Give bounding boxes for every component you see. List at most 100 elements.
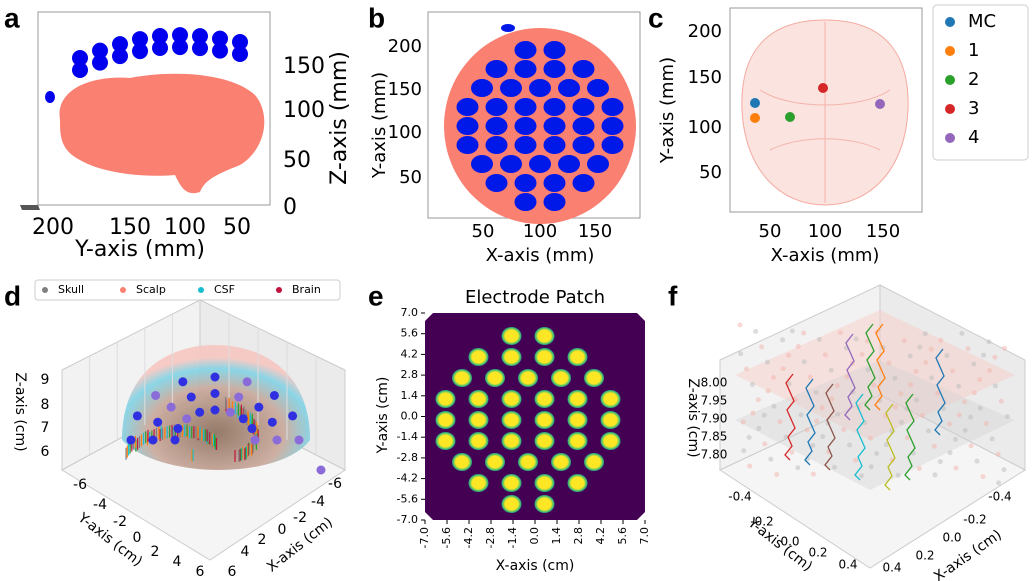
electrode: [72, 50, 88, 66]
electrode: [167, 403, 176, 412]
electrode: [452, 369, 472, 387]
electrode-dot: [785, 112, 795, 122]
background-point: [938, 459, 943, 464]
background-point: [744, 367, 749, 372]
z-tick-label: 6: [41, 444, 50, 460]
y-tick-label: 200: [688, 21, 722, 42]
background-point: [887, 360, 892, 365]
electrode: [544, 136, 566, 154]
electrode: [273, 436, 282, 445]
electrode: [551, 369, 571, 387]
background-point: [908, 382, 913, 387]
electrode: [587, 79, 609, 97]
background-point: [771, 375, 776, 380]
electrode: [502, 327, 522, 345]
background-point: [963, 428, 968, 433]
electrode: [551, 453, 571, 471]
background-point: [929, 375, 934, 380]
electrode: [239, 414, 248, 423]
background-point: [975, 459, 980, 464]
background-point: [947, 421, 952, 426]
background-point: [965, 346, 970, 351]
z-tick-label: 7: [41, 420, 50, 436]
electrode: [544, 193, 566, 211]
panel-letter: e: [368, 280, 384, 311]
y-tick-label: 7.0: [401, 306, 419, 319]
z-tick-label: 0: [283, 195, 297, 220]
background-point: [795, 465, 800, 470]
electrode: [485, 369, 505, 387]
x-tick-label: -2.8: [484, 527, 497, 548]
electrode: [486, 174, 508, 192]
x-tick-label: 5.6: [616, 527, 629, 545]
background-point: [1002, 346, 1007, 351]
x-tick-label: 0: [278, 522, 287, 538]
electrode: [112, 36, 128, 52]
y-tick-label: 100: [688, 117, 722, 138]
electrode: [469, 411, 489, 429]
electrode: [211, 406, 220, 415]
panel-letter: a: [4, 2, 20, 33]
background-point: [801, 331, 806, 336]
axis-label: Y-axis (mm): [657, 57, 678, 164]
electrode: [500, 155, 522, 173]
x-tick-label: -7.0: [418, 527, 431, 548]
legend-label: CSF: [214, 283, 235, 296]
z-tick-label: 7.90: [701, 412, 728, 426]
legend-marker: [945, 75, 955, 85]
chart-title: Electrode Patch: [465, 287, 605, 308]
electrode: [518, 453, 538, 471]
background-point: [766, 388, 771, 393]
electrode: [601, 432, 621, 450]
background-point: [1005, 414, 1010, 419]
x-tick-label: 1.4: [550, 527, 563, 545]
background-point: [981, 474, 986, 479]
electrode: [501, 24, 515, 32]
x-tick-label: 6: [228, 564, 237, 580]
electrode: [457, 136, 479, 154]
electrode: [251, 436, 260, 445]
y-tick-label: -6: [73, 477, 87, 493]
y-tick-label: 0.4: [838, 558, 857, 572]
electrode: [535, 327, 555, 345]
y-tick-label: 100: [388, 122, 422, 143]
background-point: [738, 323, 743, 328]
z-tick-label: 8: [41, 397, 50, 413]
electrode: [544, 117, 566, 135]
electrode: [601, 411, 621, 429]
y-tick-label: 50: [399, 167, 422, 188]
electrode: [182, 414, 191, 423]
electrode: [573, 98, 595, 116]
axis-label: X-axis (cm): [496, 558, 575, 574]
axis-label: Z-axis (mm): [327, 51, 352, 185]
background-point: [972, 390, 977, 395]
background-point: [950, 368, 955, 373]
background-point: [923, 360, 928, 365]
electrode: [535, 348, 555, 366]
y-tick-label: 4: [173, 554, 182, 570]
electrode: [584, 453, 604, 471]
legend-marker: [198, 287, 204, 293]
background-point: [984, 421, 989, 426]
background-point: [957, 413, 962, 418]
electrode: [568, 474, 588, 492]
electrode: [45, 91, 55, 103]
electrode-dot: [750, 98, 760, 108]
legend-label: 2: [968, 69, 979, 90]
legend-marker: [945, 133, 955, 143]
electrode: [288, 411, 297, 420]
electrode: [573, 60, 595, 78]
y-tick-label: -2.8: [397, 451, 418, 464]
electrode: [486, 98, 508, 116]
background-point: [971, 362, 976, 367]
legend-label: Scalp: [136, 283, 166, 296]
background-point: [923, 331, 928, 336]
electrode: [535, 474, 555, 492]
legend-label: Skull: [58, 283, 84, 296]
electrode: [469, 432, 489, 450]
background-point: [799, 412, 804, 417]
electrode: [153, 418, 162, 427]
y-tick-label: 2: [151, 544, 160, 560]
background-point: [817, 337, 822, 342]
background-point: [917, 466, 922, 471]
